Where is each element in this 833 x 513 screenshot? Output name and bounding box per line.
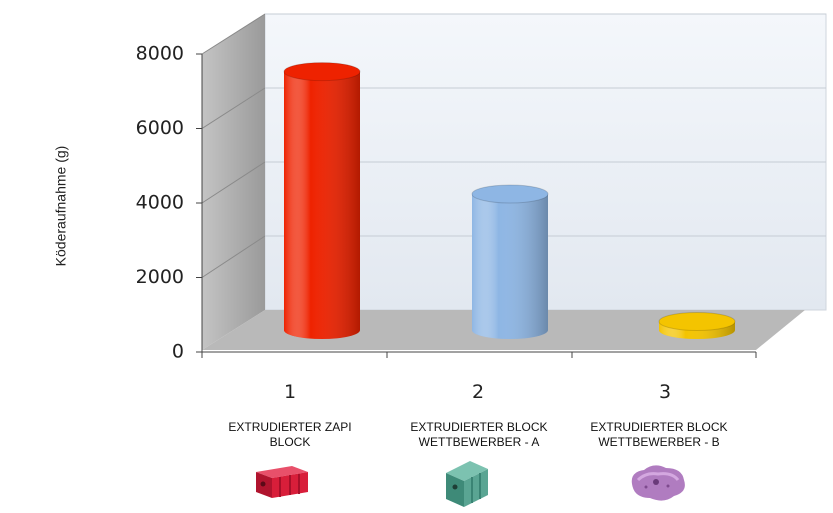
caption-line: WETTBEWERBER - A	[418, 435, 540, 449]
caption-line: BLOCK	[269, 435, 311, 449]
bar-top	[283, 62, 361, 82]
gridline-side	[201, 235, 266, 278]
y-tick-label: 0	[172, 341, 184, 363]
x-tick-label: 3	[659, 381, 671, 403]
bar-top	[471, 184, 549, 204]
category-caption-3: EXTRUDIERTER BLOCK WETTBEWERBER - B	[564, 420, 754, 450]
bar-shading	[284, 71, 360, 339]
bar-top	[658, 312, 736, 331]
green-bait-block-icon	[446, 461, 488, 507]
red-bait-block-icon	[256, 466, 308, 498]
caption-line: WETTBEWERBER - B	[598, 435, 720, 449]
y-tick-label: 4000	[136, 192, 184, 214]
bar-shading	[472, 194, 548, 339]
bar-2	[471, 184, 549, 339]
caption-line: EXTRUDIERTER BLOCK	[410, 420, 548, 434]
caption-line: EXTRUDIERTER BLOCK	[590, 420, 728, 434]
bar-1	[283, 62, 361, 339]
category-caption-2: EXTRUDIERTER BLOCK WETTBEWERBER - A	[384, 420, 574, 450]
y-axis-label: Köderaufnahme (g)	[53, 146, 69, 267]
gridline-side	[201, 161, 266, 204]
y-tick-label: 6000	[136, 117, 184, 139]
gridline-side	[201, 87, 266, 129]
x-tick-label: 2	[472, 381, 484, 403]
purple-bait-block-icon	[631, 465, 685, 501]
category-caption-1: EXTRUDIERTER ZAPI BLOCK	[195, 420, 385, 450]
caption-line: EXTRUDIERTER ZAPI	[228, 420, 352, 434]
bar-3	[658, 312, 736, 339]
y-tick-label: 8000	[136, 43, 184, 65]
y-tick-label: 2000	[136, 266, 184, 288]
gridline-side	[201, 13, 266, 55]
x-tick-label: 1	[284, 381, 296, 403]
